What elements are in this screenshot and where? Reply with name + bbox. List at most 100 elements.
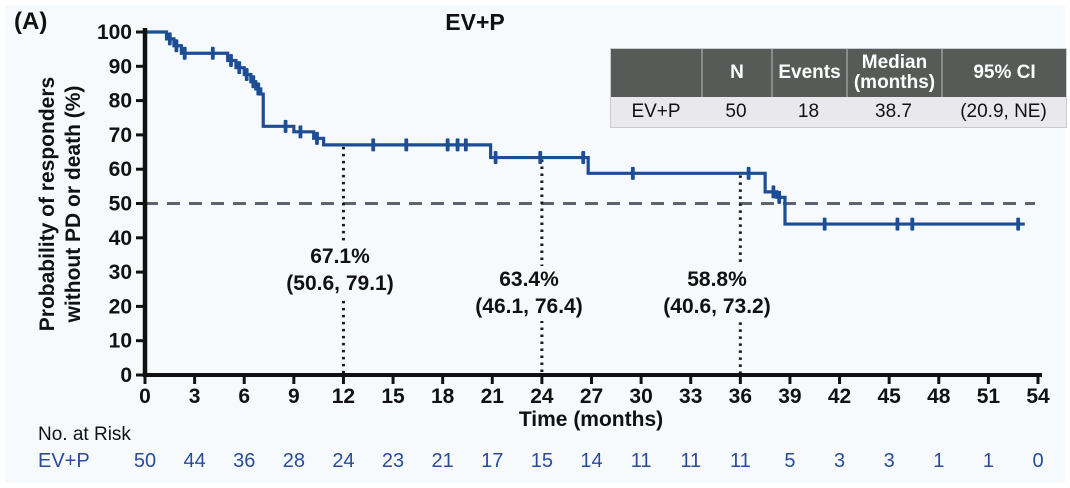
summary-header-median: Median (months) — [846, 49, 941, 97]
risk-count: 11 — [630, 450, 652, 472]
censor-tick — [463, 138, 468, 152]
censor-tick — [777, 190, 782, 204]
x-tick-label: 51 — [977, 385, 1001, 408]
censor-tick — [182, 46, 187, 60]
x-tick-label: 36 — [729, 385, 752, 408]
x-tick-label: 42 — [828, 385, 851, 408]
summary-table: N Events Median (months) 95% CI EV+P 50 … — [610, 48, 1067, 128]
censor-tick — [229, 53, 233, 67]
censor-tick — [210, 46, 215, 60]
x-tick-label: 24 — [530, 385, 554, 408]
y-tick-label: 10 — [109, 330, 132, 353]
risk-count: 17 — [481, 450, 504, 472]
risk-count: 11 — [680, 450, 702, 472]
x-tick-label: 45 — [877, 385, 901, 408]
x-tick-label: 48 — [927, 385, 951, 408]
x-axis-title: Time (months) — [518, 408, 664, 431]
y-tick-label: 50 — [109, 193, 132, 216]
censor-tick — [1016, 217, 1021, 231]
x-tick-label: 9 — [288, 385, 300, 408]
risk-row-label: EV+P — [38, 450, 90, 472]
risk-count: 5 — [784, 450, 796, 472]
x-tick-label: 33 — [679, 385, 702, 408]
x-tick-label: 12 — [332, 385, 355, 408]
y-tick-label: 20 — [109, 295, 132, 318]
summary-cell-ci: (20.9, NE) — [941, 97, 1066, 127]
milestone-pct: 67.1% — [310, 245, 370, 268]
risk-count: 23 — [381, 450, 405, 472]
risk-count: 28 — [282, 450, 305, 472]
x-tick-label: 27 — [580, 385, 603, 408]
summary-cell-n: 50 — [701, 97, 771, 127]
chart-title: EV+P — [445, 9, 505, 35]
censor-tick — [298, 125, 303, 139]
censor-tick — [256, 82, 261, 96]
x-tick-label: 3 — [189, 385, 201, 408]
censor-tick — [371, 138, 376, 152]
censor-tick — [244, 68, 249, 82]
x-tick-label: 21 — [481, 385, 505, 408]
y-tick-label: 70 — [109, 124, 132, 147]
censor-tick — [315, 131, 319, 145]
x-tick-label: 15 — [381, 385, 405, 408]
milestone-ci: (50.6, 79.1) — [286, 272, 394, 296]
censor-tick — [237, 61, 242, 75]
y-tick-label: 40 — [109, 227, 132, 250]
risk-count: 3 — [833, 450, 846, 472]
milestone-annotation-36m: 58.8% (40.6, 73.2) — [642, 266, 792, 321]
risk-count: 15 — [530, 450, 553, 472]
censor-tick — [455, 138, 460, 152]
censor-tick — [404, 138, 409, 152]
summary-header-ci: 95% CI — [941, 49, 1066, 97]
summary-header-n: N — [701, 49, 771, 97]
censor-tick — [910, 217, 915, 231]
censor-tick — [581, 151, 586, 165]
censor-tick — [167, 32, 172, 46]
risk-count: 21 — [431, 450, 454, 472]
risk-count: 0 — [1032, 450, 1044, 472]
x-tick-label: 6 — [238, 385, 250, 408]
censor-tick — [174, 39, 179, 53]
x-tick-label: 0 — [139, 385, 151, 408]
risk-count: 36 — [233, 450, 256, 472]
x-tick-label: 30 — [629, 385, 652, 408]
censor-tick — [630, 166, 635, 180]
risk-count: 44 — [183, 450, 206, 472]
y-tick-label: 0 — [120, 364, 132, 387]
censor-tick — [445, 138, 450, 152]
panel-label: (A) — [14, 8, 48, 35]
risk-count: 14 — [580, 450, 603, 472]
censor-tick — [895, 217, 900, 231]
x-tick-label: 18 — [431, 385, 455, 408]
risk-count: 1 — [933, 450, 945, 472]
milestone-pct: 58.8% — [687, 268, 747, 291]
summary-cell-events: 18 — [771, 97, 846, 127]
milestone-ci: (40.6, 73.2) — [663, 295, 771, 319]
summary-cell-label: EV+P — [611, 97, 701, 127]
y-tick-label: 60 — [109, 158, 132, 181]
milestone-annotation-12m: 67.1% (50.6, 79.1) — [265, 243, 415, 298]
censor-tick — [251, 75, 256, 89]
summary-cell-median: 38.7 — [846, 97, 941, 127]
y-tick-label: 100 — [97, 21, 132, 44]
risk-count: 3 — [883, 450, 895, 472]
censor-tick — [822, 217, 827, 231]
risk-count: 24 — [332, 450, 355, 472]
censor-tick — [493, 151, 498, 165]
x-tick-label: 39 — [778, 385, 801, 408]
milestone-pct: 63.4% — [499, 268, 559, 291]
milestone-ci: (46.1, 76.4) — [475, 295, 583, 319]
milestone-annotation-24m: 63.4% (46.1, 76.4) — [454, 266, 604, 321]
y-tick-label: 90 — [109, 55, 132, 78]
summary-header-blank — [611, 49, 701, 97]
summary-header-events: Events — [771, 49, 846, 97]
x-tick-label: 54 — [1026, 385, 1050, 408]
censor-tick — [538, 151, 543, 165]
censor-tick — [771, 185, 776, 199]
km-curve — [146, 30, 1025, 226]
censor-tick — [283, 119, 288, 133]
risk-count: 1 — [982, 450, 994, 472]
y-tick-label: 80 — [109, 90, 132, 113]
